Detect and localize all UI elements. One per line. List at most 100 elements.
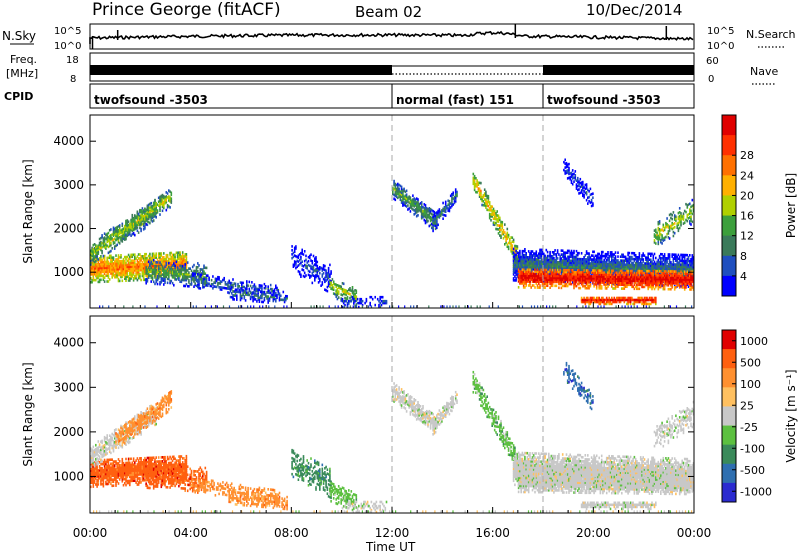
heatmap-cell (163, 261, 165, 265)
heatmap-cell (180, 272, 183, 276)
heatmap-cell (181, 251, 184, 254)
heatmap-cell (414, 212, 417, 215)
heatmap-cell (130, 253, 132, 257)
heatmap-cell (511, 248, 514, 251)
heatmap-cell (548, 272, 550, 276)
heatmap-cell (668, 265, 671, 268)
heatmap-cell (154, 264, 156, 268)
heatmap-cell (127, 265, 130, 269)
heatmap-cell (293, 250, 296, 253)
heatmap-cell (175, 278, 178, 281)
heatmap-cell (627, 263, 629, 267)
heatmap-cell (151, 264, 154, 267)
heatmap-cell (548, 268, 550, 272)
heatmap-cell (115, 275, 117, 279)
heatmap-cell (118, 273, 121, 277)
heatmap-cell (404, 204, 407, 207)
heatmap-cell (395, 193, 398, 197)
heatmap-cell (355, 295, 358, 298)
heatmap-cell (454, 188, 457, 191)
heatmap-cell (632, 267, 634, 271)
heatmap-cell (672, 261, 675, 264)
heatmap-cell (429, 215, 432, 219)
heatmap-cell (101, 268, 103, 272)
heatmap-cell (124, 224, 126, 228)
heatmap-cell (135, 224, 137, 227)
heatmap-cell (110, 256, 112, 260)
heatmap-cell (96, 274, 98, 278)
heatmap-cell (155, 256, 157, 259)
heatmap-cell (436, 222, 438, 226)
heatmap-cell (543, 258, 545, 262)
heatmap-cell (628, 255, 631, 259)
heatmap-cell (356, 301, 359, 305)
heatmap-cell (212, 287, 214, 290)
heatmap-cell (174, 264, 176, 267)
heatmap-cell (555, 259, 558, 262)
heatmap-cell (161, 193, 164, 197)
heatmap-cell (118, 263, 121, 267)
heatmap-cell (600, 260, 603, 264)
heatmap-cell (476, 179, 478, 182)
heatmap-cell (598, 260, 600, 264)
heatmap-cell (134, 261, 136, 264)
heatmap-cell (424, 208, 427, 211)
heatmap-cell (500, 228, 502, 232)
heatmap-cell (433, 218, 436, 221)
heatmap-cell (224, 281, 227, 284)
heatmap-cell (157, 269, 160, 272)
heatmap-cell (261, 286, 263, 289)
heatmap-cell (515, 267, 517, 270)
heatmap-cell (526, 278, 529, 281)
heatmap-cell (655, 262, 657, 266)
heatmap-cell (164, 196, 166, 199)
heatmap-cell (543, 266, 545, 269)
heatmap-cell (156, 264, 159, 267)
heatmap-cell (152, 270, 155, 274)
heatmap-cell (295, 245, 297, 248)
heatmap-cell (395, 195, 398, 199)
heatmap-cell (160, 262, 163, 265)
heatmap-cell (164, 275, 166, 278)
heatmap-cell (156, 266, 159, 269)
heatmap-cell (691, 265, 694, 269)
heatmap-cell (428, 210, 431, 214)
heatmap-cell (507, 241, 510, 245)
heatmap-cell (258, 298, 261, 301)
heatmap-cell (676, 261, 678, 264)
heatmap-cell (139, 217, 141, 221)
heatmap-cell (176, 257, 179, 260)
heatmap-cell (400, 189, 403, 193)
heatmap-cell (661, 262, 663, 266)
heatmap-cell (149, 258, 151, 262)
heatmap-cell (108, 270, 111, 273)
heatmap-cell (155, 254, 157, 257)
heatmap-cell (589, 262, 592, 265)
heatmap-cell (672, 263, 675, 266)
heatmap-cell (491, 215, 493, 218)
heatmap-cell (561, 261, 564, 264)
heatmap-cell (332, 292, 335, 295)
heatmap-cell (155, 278, 157, 282)
heatmap-cell (580, 265, 583, 269)
heatmap-cell (546, 262, 549, 266)
heatmap-cell (174, 259, 176, 262)
heatmap-cell (643, 270, 646, 273)
heatmap-cell (650, 254, 652, 258)
heatmap-cell (160, 196, 163, 200)
heatmap-cell (142, 268, 145, 272)
heatmap-cell (641, 264, 643, 267)
heatmap-cell (268, 291, 271, 295)
heatmap-cell (275, 294, 277, 297)
heatmap-cell (314, 263, 316, 266)
heatmap-cell (504, 243, 506, 246)
heatmap-cell (144, 254, 146, 258)
heatmap-cell (657, 270, 660, 274)
heatmap-cell (108, 266, 111, 269)
heatmap-cell (442, 217, 444, 220)
heatmap-cell (98, 257, 101, 260)
heatmap-cell (604, 254, 607, 258)
heatmap-cell (563, 261, 565, 264)
heatmap-cell (500, 220, 502, 224)
